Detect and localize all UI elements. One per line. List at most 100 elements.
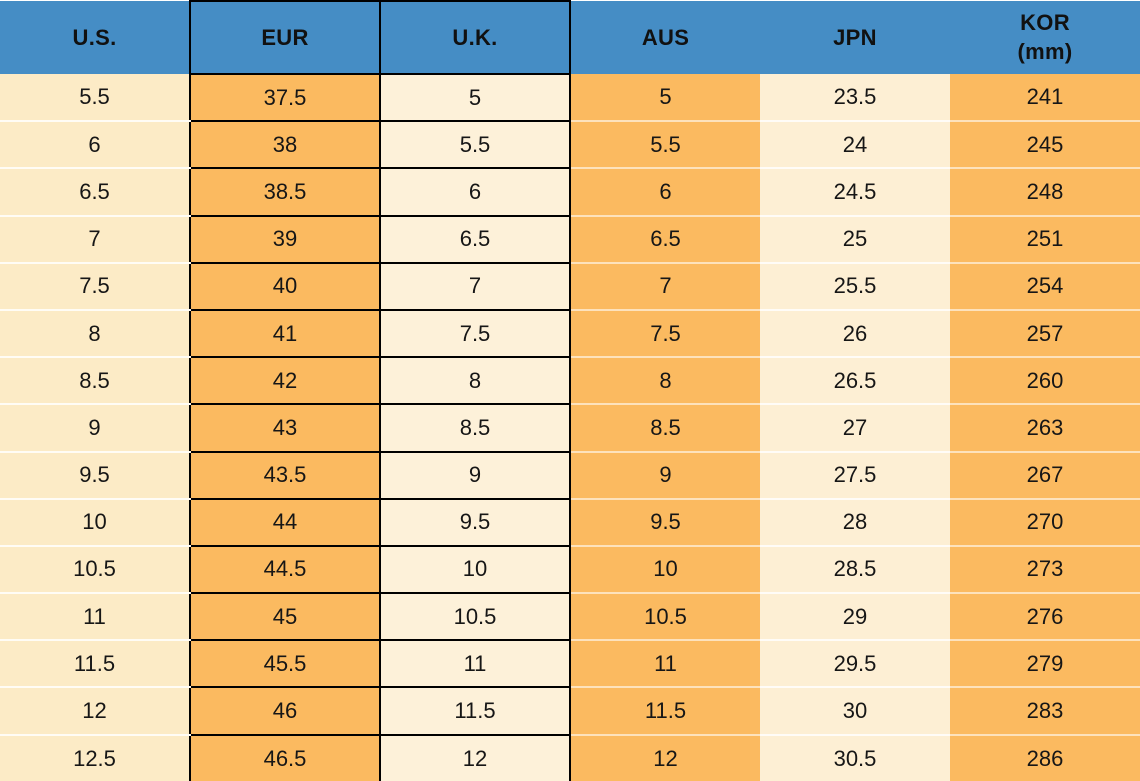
- column-header-aus: AUS: [570, 1, 760, 74]
- cell-us: 7: [0, 215, 190, 264]
- cell-us: 8.5: [0, 357, 190, 406]
- table-row: 9 43 8.5 8.5 27 263: [0, 404, 1140, 453]
- column-header-eur: EUR: [189, 0, 381, 75]
- cell-eur: 46: [189, 687, 381, 736]
- cell-eur: 44.5: [189, 545, 381, 595]
- cell-aus: 10: [570, 545, 760, 595]
- cell-aus: 12: [570, 734, 760, 781]
- table-header: U.S. EUR U.K. AUS JPN KOR (mm): [0, 0, 1140, 75]
- table-row: 8.5 42 8 8 26.5 260: [0, 357, 1140, 406]
- column-header-us: U.S.: [0, 1, 190, 74]
- cell-jpn: 29: [760, 593, 950, 642]
- cell-jpn: 30.5: [760, 734, 950, 781]
- cell-us: 12: [0, 687, 190, 736]
- cell-kor: 248: [950, 168, 1140, 217]
- table-header-row: U.S. EUR U.K. AUS JPN KOR (mm): [0, 0, 1140, 75]
- cell-kor: 254: [950, 262, 1140, 311]
- cell-kor: 267: [950, 451, 1140, 500]
- cell-us: 11.5: [0, 640, 190, 689]
- cell-jpn: 26.5: [760, 357, 950, 406]
- cell-jpn: 27.5: [760, 451, 950, 500]
- cell-kor: 279: [950, 640, 1140, 689]
- cell-uk: 8: [380, 357, 571, 406]
- cell-us: 5.5: [0, 74, 190, 123]
- table-row: 7 39 6.5 6.5 25 251: [0, 215, 1140, 264]
- cell-jpn: 25: [760, 215, 950, 264]
- cell-uk: 6.5: [380, 215, 571, 264]
- cell-uk: 8.5: [380, 404, 571, 453]
- cell-uk: 5.5: [380, 121, 571, 170]
- cell-us: 6: [0, 121, 190, 170]
- cell-uk: 12: [380, 734, 571, 781]
- cell-eur: 37.5: [189, 74, 381, 123]
- cell-us: 10.5: [0, 545, 190, 595]
- cell-uk: 10: [380, 545, 571, 595]
- cell-kor: 257: [950, 309, 1140, 359]
- cell-kor: 276: [950, 593, 1140, 642]
- cell-eur: 45.5: [189, 640, 381, 689]
- cell-kor: 260: [950, 357, 1140, 406]
- cell-kor: 245: [950, 121, 1140, 170]
- cell-kor: 283: [950, 687, 1140, 736]
- cell-aus: 5.5: [570, 121, 760, 170]
- cell-aus: 8: [570, 357, 760, 406]
- cell-jpn: 30: [760, 687, 950, 736]
- cell-us: 9.5: [0, 451, 190, 500]
- column-header-uk: U.K.: [380, 0, 571, 75]
- cell-uk: 7.5: [380, 309, 571, 359]
- table-row: 8 41 7.5 7.5 26 257: [0, 309, 1140, 359]
- cell-uk: 7: [380, 262, 571, 311]
- table-row: 7.5 40 7 7 25.5 254: [0, 262, 1140, 311]
- cell-aus: 7: [570, 262, 760, 311]
- table-row: 11.5 45.5 11 11 29.5 279: [0, 640, 1140, 689]
- cell-uk: 6: [380, 168, 571, 217]
- cell-uk: 9.5: [380, 498, 571, 547]
- cell-kor: 251: [950, 215, 1140, 264]
- table-row: 5.5 37.5 5 5 23.5 241: [0, 74, 1140, 123]
- cell-eur: 39: [189, 215, 381, 264]
- cell-eur: 44: [189, 498, 381, 547]
- cell-uk: 5: [380, 74, 571, 123]
- cell-jpn: 24.5: [760, 168, 950, 217]
- cell-eur: 38.5: [189, 168, 381, 217]
- cell-aus: 10.5: [570, 593, 760, 642]
- cell-aus: 7.5: [570, 309, 760, 359]
- table-row: 12 46 11.5 11.5 30 283: [0, 687, 1140, 736]
- cell-aus: 6.5: [570, 215, 760, 264]
- column-header-kor-label: KOR: [1020, 9, 1070, 35]
- cell-aus: 11: [570, 640, 760, 689]
- cell-jpn: 28.5: [760, 545, 950, 595]
- cell-uk: 10.5: [380, 593, 571, 642]
- cell-eur: 40: [189, 262, 381, 311]
- cell-uk: 9: [380, 451, 571, 500]
- cell-us: 8: [0, 309, 190, 359]
- cell-jpn: 29.5: [760, 640, 950, 689]
- cell-us: 12.5: [0, 734, 190, 781]
- column-header-kor-unit: (mm): [1017, 38, 1073, 64]
- cell-aus: 6: [570, 168, 760, 217]
- cell-us: 7.5: [0, 262, 190, 311]
- column-header-jpn: JPN: [760, 1, 950, 74]
- cell-uk: 11: [380, 640, 571, 689]
- cell-aus: 5: [570, 74, 760, 123]
- cell-us: 6.5: [0, 168, 190, 217]
- table-row: 11 45 10.5 10.5 29 276: [0, 593, 1140, 642]
- cell-eur: 42: [189, 357, 381, 406]
- cell-kor: 273: [950, 545, 1140, 595]
- cell-kor: 263: [950, 404, 1140, 453]
- cell-eur: 41: [189, 309, 381, 359]
- cell-kor: 270: [950, 498, 1140, 547]
- cell-jpn: 24: [760, 121, 950, 170]
- table-row: 10.5 44.5 10 10 28.5 273: [0, 545, 1140, 595]
- cell-jpn: 28: [760, 498, 950, 547]
- table-row: 6.5 38.5 6 6 24.5 248: [0, 168, 1140, 217]
- cell-eur: 38: [189, 121, 381, 170]
- cell-us: 11: [0, 593, 190, 642]
- cell-aus: 9.5: [570, 498, 760, 547]
- cell-eur: 43: [189, 404, 381, 453]
- cell-jpn: 25.5: [760, 262, 950, 311]
- cell-kor: 286: [950, 734, 1140, 781]
- cell-aus: 11.5: [570, 687, 760, 736]
- cell-us: 10: [0, 498, 190, 547]
